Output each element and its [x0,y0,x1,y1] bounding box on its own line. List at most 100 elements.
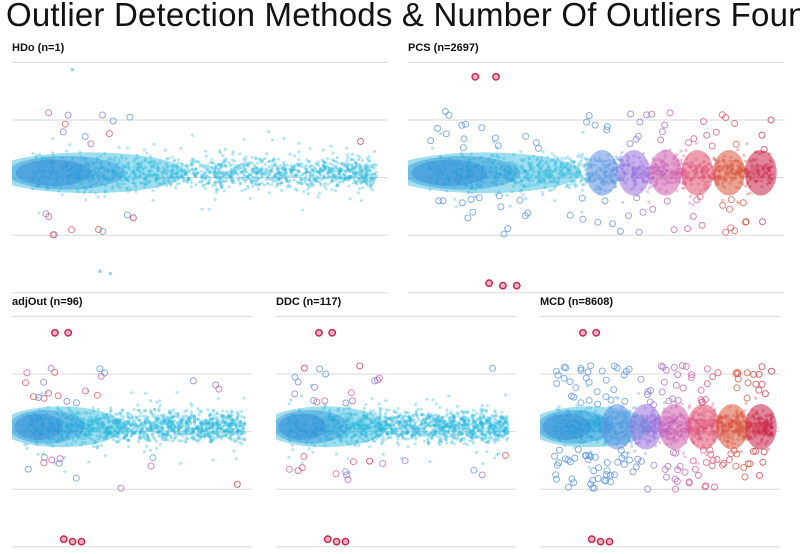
data-point [99,422,103,426]
data-point [489,423,493,427]
data-point [406,430,410,435]
data-point [150,425,154,429]
data-point [170,420,174,424]
data-point [60,156,64,160]
data-point [235,415,239,419]
data-point [145,427,149,432]
data-point [100,422,104,426]
data-point [323,181,327,185]
data-point [484,437,488,441]
data-point [297,162,301,166]
data-point [216,188,220,192]
data-point [489,424,493,429]
data-point [312,423,316,427]
data-point [121,166,126,170]
data-point [110,177,114,181]
data-point [109,408,113,412]
data-point [41,409,45,413]
outlier-marker [101,369,109,377]
data-point [39,435,43,439]
data-point [206,430,210,434]
data-point [504,416,508,420]
data-point [174,431,178,435]
data-point [405,430,409,434]
data-point [176,428,181,433]
data-point [495,155,499,159]
data-point [232,166,236,170]
data-point [211,423,215,427]
data-point [138,174,142,178]
data-point [355,433,359,438]
data-point [169,175,174,179]
outlier-marker [189,377,197,385]
data-point [426,437,430,441]
data-point [116,171,120,175]
outlier-marker [625,212,632,220]
data-point [539,174,543,178]
data-point [244,167,248,171]
data-point [51,415,55,419]
data-point [139,422,143,426]
data-point [108,412,112,416]
data-point [578,180,582,184]
data-point [265,175,269,179]
data-point [346,168,350,172]
data-point [78,150,82,155]
data-point [261,158,265,162]
data-point [354,412,358,416]
data-point [386,432,390,436]
data-point [189,432,193,436]
data-point [470,185,474,189]
data-point [223,172,227,176]
data-point [196,428,200,432]
data-point [338,167,342,171]
data-point [108,430,112,434]
outlier-marker [700,118,707,125]
data-point [359,432,363,436]
data-point [151,165,155,169]
data-point [47,418,52,422]
data-point [513,180,517,184]
data-point [649,184,653,188]
data-point [575,175,580,179]
data-point [152,162,156,166]
data-point [557,172,561,176]
data-point [323,430,327,434]
points-layer [286,383,510,474]
data-point [110,434,114,438]
data-point [63,412,67,416]
data-point [91,422,95,426]
data-point [345,423,349,427]
data-point [227,422,231,426]
data-point [41,432,45,436]
data-point [104,417,108,421]
data-point [200,422,204,426]
data-point [212,413,216,417]
data-point [512,167,517,172]
data-point [160,436,164,440]
data-point [52,160,56,165]
data-point [211,408,215,412]
data-point [82,431,86,435]
data-point [355,182,359,186]
data-point [228,424,232,428]
data-point [62,436,66,440]
data-point [341,419,345,423]
data-point [161,416,166,420]
data-point [73,173,77,178]
data-point [154,439,158,443]
data-point [108,432,112,436]
data-point [480,179,484,183]
data-point [221,434,225,439]
data-point [144,415,148,419]
data-point [239,429,243,433]
data-point [57,428,61,432]
data-point [353,165,357,169]
data-point [215,422,219,426]
data-point [143,420,147,424]
data-point [56,428,60,432]
data-point [371,164,375,168]
data-point [227,436,231,440]
data-point [466,190,470,194]
data-point [126,178,130,182]
